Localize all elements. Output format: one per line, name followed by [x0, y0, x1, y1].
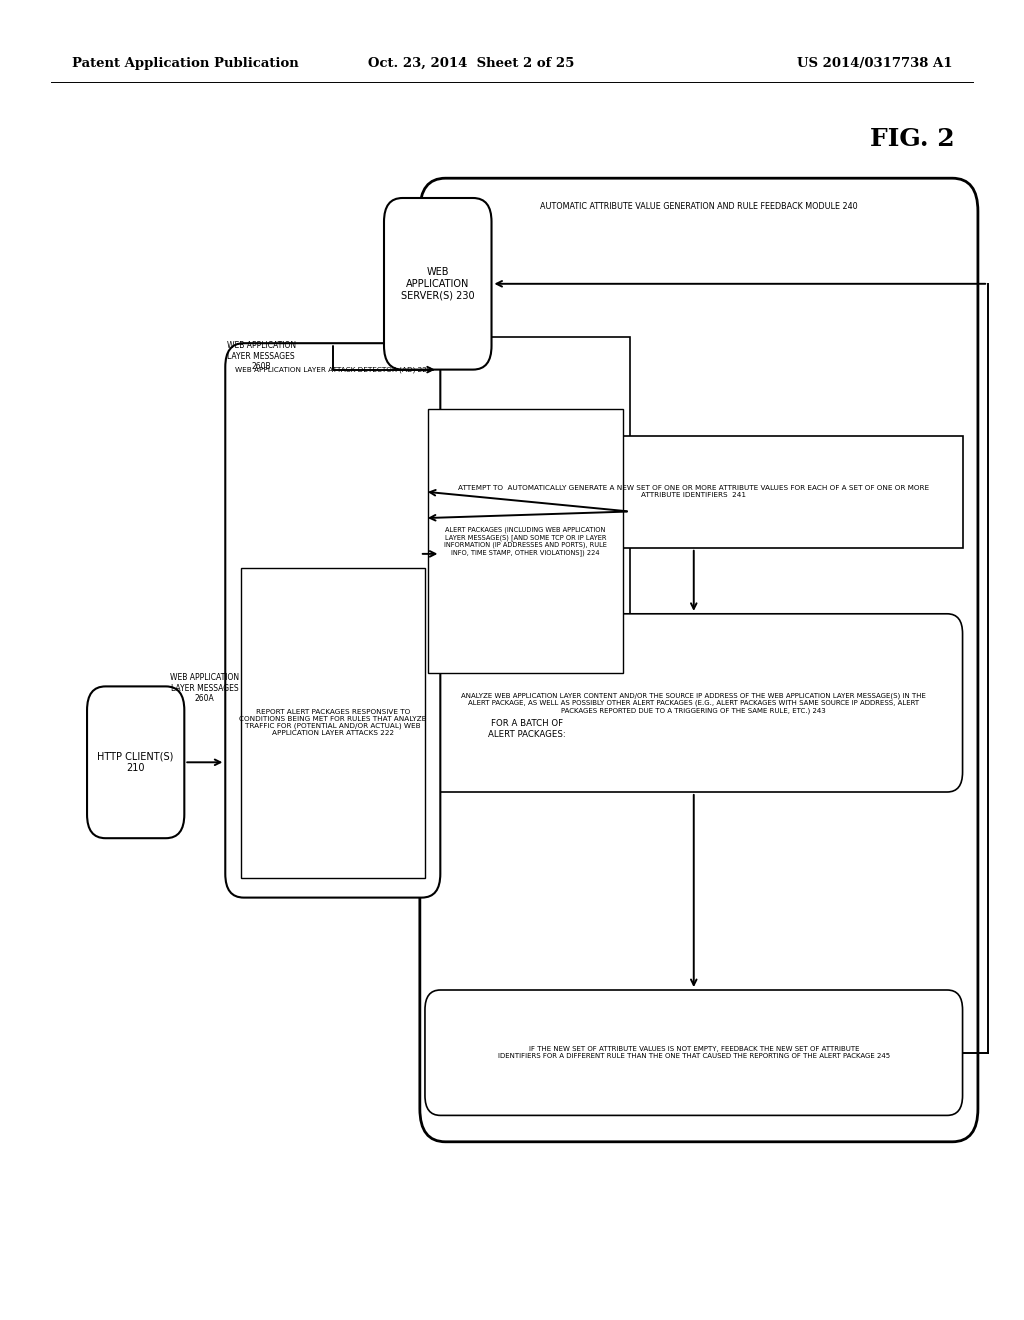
- Text: ANALYZE WEB APPLICATION LAYER CONTENT AND/OR THE SOURCE IP ADDRESS OF THE WEB AP: ANALYZE WEB APPLICATION LAYER CONTENT AN…: [462, 692, 926, 714]
- Bar: [425, 337, 630, 686]
- Text: FIG. 2: FIG. 2: [870, 127, 955, 150]
- Text: FOR A BATCH OF
ALERT PACKAGES:: FOR A BATCH OF ALERT PACKAGES:: [488, 719, 566, 739]
- FancyBboxPatch shape: [225, 343, 440, 898]
- Text: HTTP CLIENT(S)
210: HTTP CLIENT(S) 210: [97, 751, 174, 774]
- Bar: [425, 436, 963, 548]
- FancyBboxPatch shape: [87, 686, 184, 838]
- Text: WEB APPLICATION
LAYER MESSAGES
260B: WEB APPLICATION LAYER MESSAGES 260B: [226, 342, 296, 371]
- Text: Oct. 23, 2014  Sheet 2 of 25: Oct. 23, 2014 Sheet 2 of 25: [368, 57, 574, 70]
- Text: IF THE NEW SET OF ATTRIBUTE VALUES IS NOT EMPTY, FEEDBACK THE NEW SET OF ATTRIBU: IF THE NEW SET OF ATTRIBUTE VALUES IS NO…: [498, 1047, 890, 1059]
- Text: ATTEMPT TO  AUTOMATICALLY GENERATE A NEW SET OF ONE OR MORE ATTRIBUTE VALUES FOR: ATTEMPT TO AUTOMATICALLY GENERATE A NEW …: [458, 486, 930, 498]
- Text: Patent Application Publication: Patent Application Publication: [72, 57, 298, 70]
- Bar: [428, 409, 623, 673]
- FancyBboxPatch shape: [425, 614, 963, 792]
- Text: AUTOMATIC ATTRIBUTE VALUE GENERATION AND RULE FEEDBACK MODULE 240: AUTOMATIC ATTRIBUTE VALUE GENERATION AND…: [540, 202, 858, 211]
- Text: REPORT ALERT PACKAGES RESPONSIVE TO
CONDITIONS BEING MET FOR RULES THAT ANALYZE
: REPORT ALERT PACKAGES RESPONSIVE TO COND…: [240, 709, 426, 737]
- Text: WEB APPLICATION
LAYER MESSAGES
260A: WEB APPLICATION LAYER MESSAGES 260A: [170, 673, 240, 704]
- FancyBboxPatch shape: [420, 178, 978, 1142]
- FancyBboxPatch shape: [384, 198, 492, 370]
- FancyBboxPatch shape: [425, 990, 963, 1115]
- Text: US 2014/0317738 A1: US 2014/0317738 A1: [797, 57, 952, 70]
- Text: ALERT PACKAGES (INCLUDING WEB APPLICATION
LAYER MESSAGE(S) [AND SOME TCP OR IP L: ALERT PACKAGES (INCLUDING WEB APPLICATIO…: [443, 527, 607, 556]
- Text: WEB
APPLICATION
SERVER(S) 230: WEB APPLICATION SERVER(S) 230: [401, 267, 474, 301]
- Bar: [241, 568, 425, 878]
- Text: WEB APPLICATION LAYER ATTACK DETECTOR (AD) 220: WEB APPLICATION LAYER ATTACK DETECTOR (A…: [234, 367, 431, 374]
